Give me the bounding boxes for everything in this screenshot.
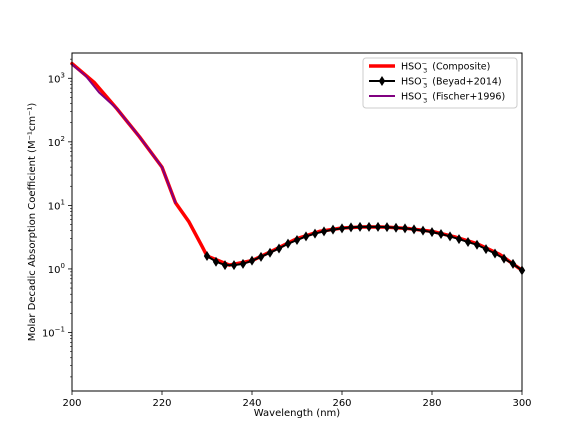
data-point: [437, 228, 445, 239]
data-point: [500, 253, 508, 264]
y-tick-label: 10−1: [42, 325, 65, 339]
data-point: [275, 243, 283, 254]
data-point: [284, 238, 292, 249]
series-2: [71, 63, 177, 204]
data-point: [491, 248, 499, 259]
y-tick-base: 10: [48, 138, 61, 149]
y-tick-exponent: −1: [55, 325, 65, 333]
legend-suffix: (Beyad+2014): [432, 77, 501, 88]
data-point: [464, 237, 472, 248]
data-point: [203, 250, 211, 261]
plot-frame: [71, 52, 523, 392]
y-tick-label: 101: [48, 198, 65, 212]
data-point: [356, 221, 364, 232]
legend-label-2: HSO− 3 (Fischer+1996): [401, 90, 505, 105]
legend-marker: [378, 76, 386, 86]
legend-suffix: (Composite): [432, 62, 490, 73]
data-point: [320, 226, 328, 237]
y-tick-exponent: 3: [61, 71, 65, 79]
data-point: [221, 260, 229, 271]
data-point: [473, 239, 481, 250]
legend-sup: −: [422, 60, 427, 68]
y-tick-base: 10: [42, 328, 55, 339]
y-tick-exponent: 0: [61, 262, 65, 270]
y-tick-exponent: 1: [61, 198, 65, 206]
data-point: [410, 224, 418, 235]
legend-suffix: (Fischer+1996): [432, 92, 505, 103]
data-point: [347, 222, 355, 233]
data-point: [311, 228, 319, 239]
data-point: [509, 258, 517, 269]
y-tick-label: 103: [48, 71, 65, 85]
data-point: [365, 221, 373, 232]
series-layer: [70, 61, 526, 276]
data-point: [293, 235, 301, 246]
data-point: [266, 247, 274, 258]
series-1: [203, 221, 526, 276]
legend-sub: 3: [423, 82, 427, 90]
legend-sup: −: [422, 90, 427, 98]
data-point: [239, 258, 247, 269]
y-axis-label: Molar Decadic Absorption Coefficient (M⁻…: [27, 103, 38, 342]
legend-sub: 3: [423, 67, 427, 75]
data-point: [302, 231, 310, 242]
legend-label-0: HSO− 3 (Composite): [401, 60, 490, 75]
data-point: [212, 256, 220, 267]
plot-background: [72, 53, 522, 391]
data-point: [329, 224, 337, 235]
legend-base: HSO: [401, 92, 422, 103]
legend-base: HSO: [401, 77, 422, 88]
data-point: [374, 221, 382, 232]
x-tick-label: 260: [332, 398, 351, 409]
x-tick-label: 300: [512, 398, 531, 409]
data-point: [230, 260, 238, 271]
y-tick-base: 10: [48, 74, 61, 85]
y-tick-label: 100: [48, 262, 65, 276]
legend-sup: −: [422, 75, 427, 83]
data-point: [419, 225, 427, 236]
legend: HSO− 3 (Composite)HSO− 3 (Beyad+2014)HSO− 3 (F…: [362, 57, 518, 109]
data-point: [338, 223, 346, 234]
data-point: [446, 231, 454, 242]
y-tick-base: 10: [48, 265, 61, 276]
x-axis-label: Wavelength (nm): [254, 408, 340, 419]
data-point: [248, 255, 256, 266]
data-point: [428, 227, 436, 238]
x-tick-label: 240: [242, 398, 261, 409]
legend-label-1: HSO− 3 (Beyad+2014): [401, 75, 502, 90]
data-point: [401, 223, 409, 234]
data-point: [392, 222, 400, 233]
legend-box: [362, 57, 518, 109]
x-tick-label: 280: [422, 398, 441, 409]
y-tick-base: 10: [48, 201, 61, 212]
y-tick-label: 102: [48, 135, 65, 149]
legend-sub: 3: [423, 97, 427, 105]
legend-base: HSO: [401, 62, 422, 73]
data-point: [455, 234, 463, 245]
series-line: [71, 63, 177, 204]
x-axis: 200 220 240 260 280 300: [62, 391, 532, 409]
data-point: [482, 244, 490, 255]
data-point: [257, 251, 265, 262]
y-tick-exponent: 2: [61, 135, 65, 143]
data-point: [383, 222, 391, 233]
x-tick-label: 220: [152, 398, 171, 409]
x-tick-label: 200: [62, 398, 81, 409]
